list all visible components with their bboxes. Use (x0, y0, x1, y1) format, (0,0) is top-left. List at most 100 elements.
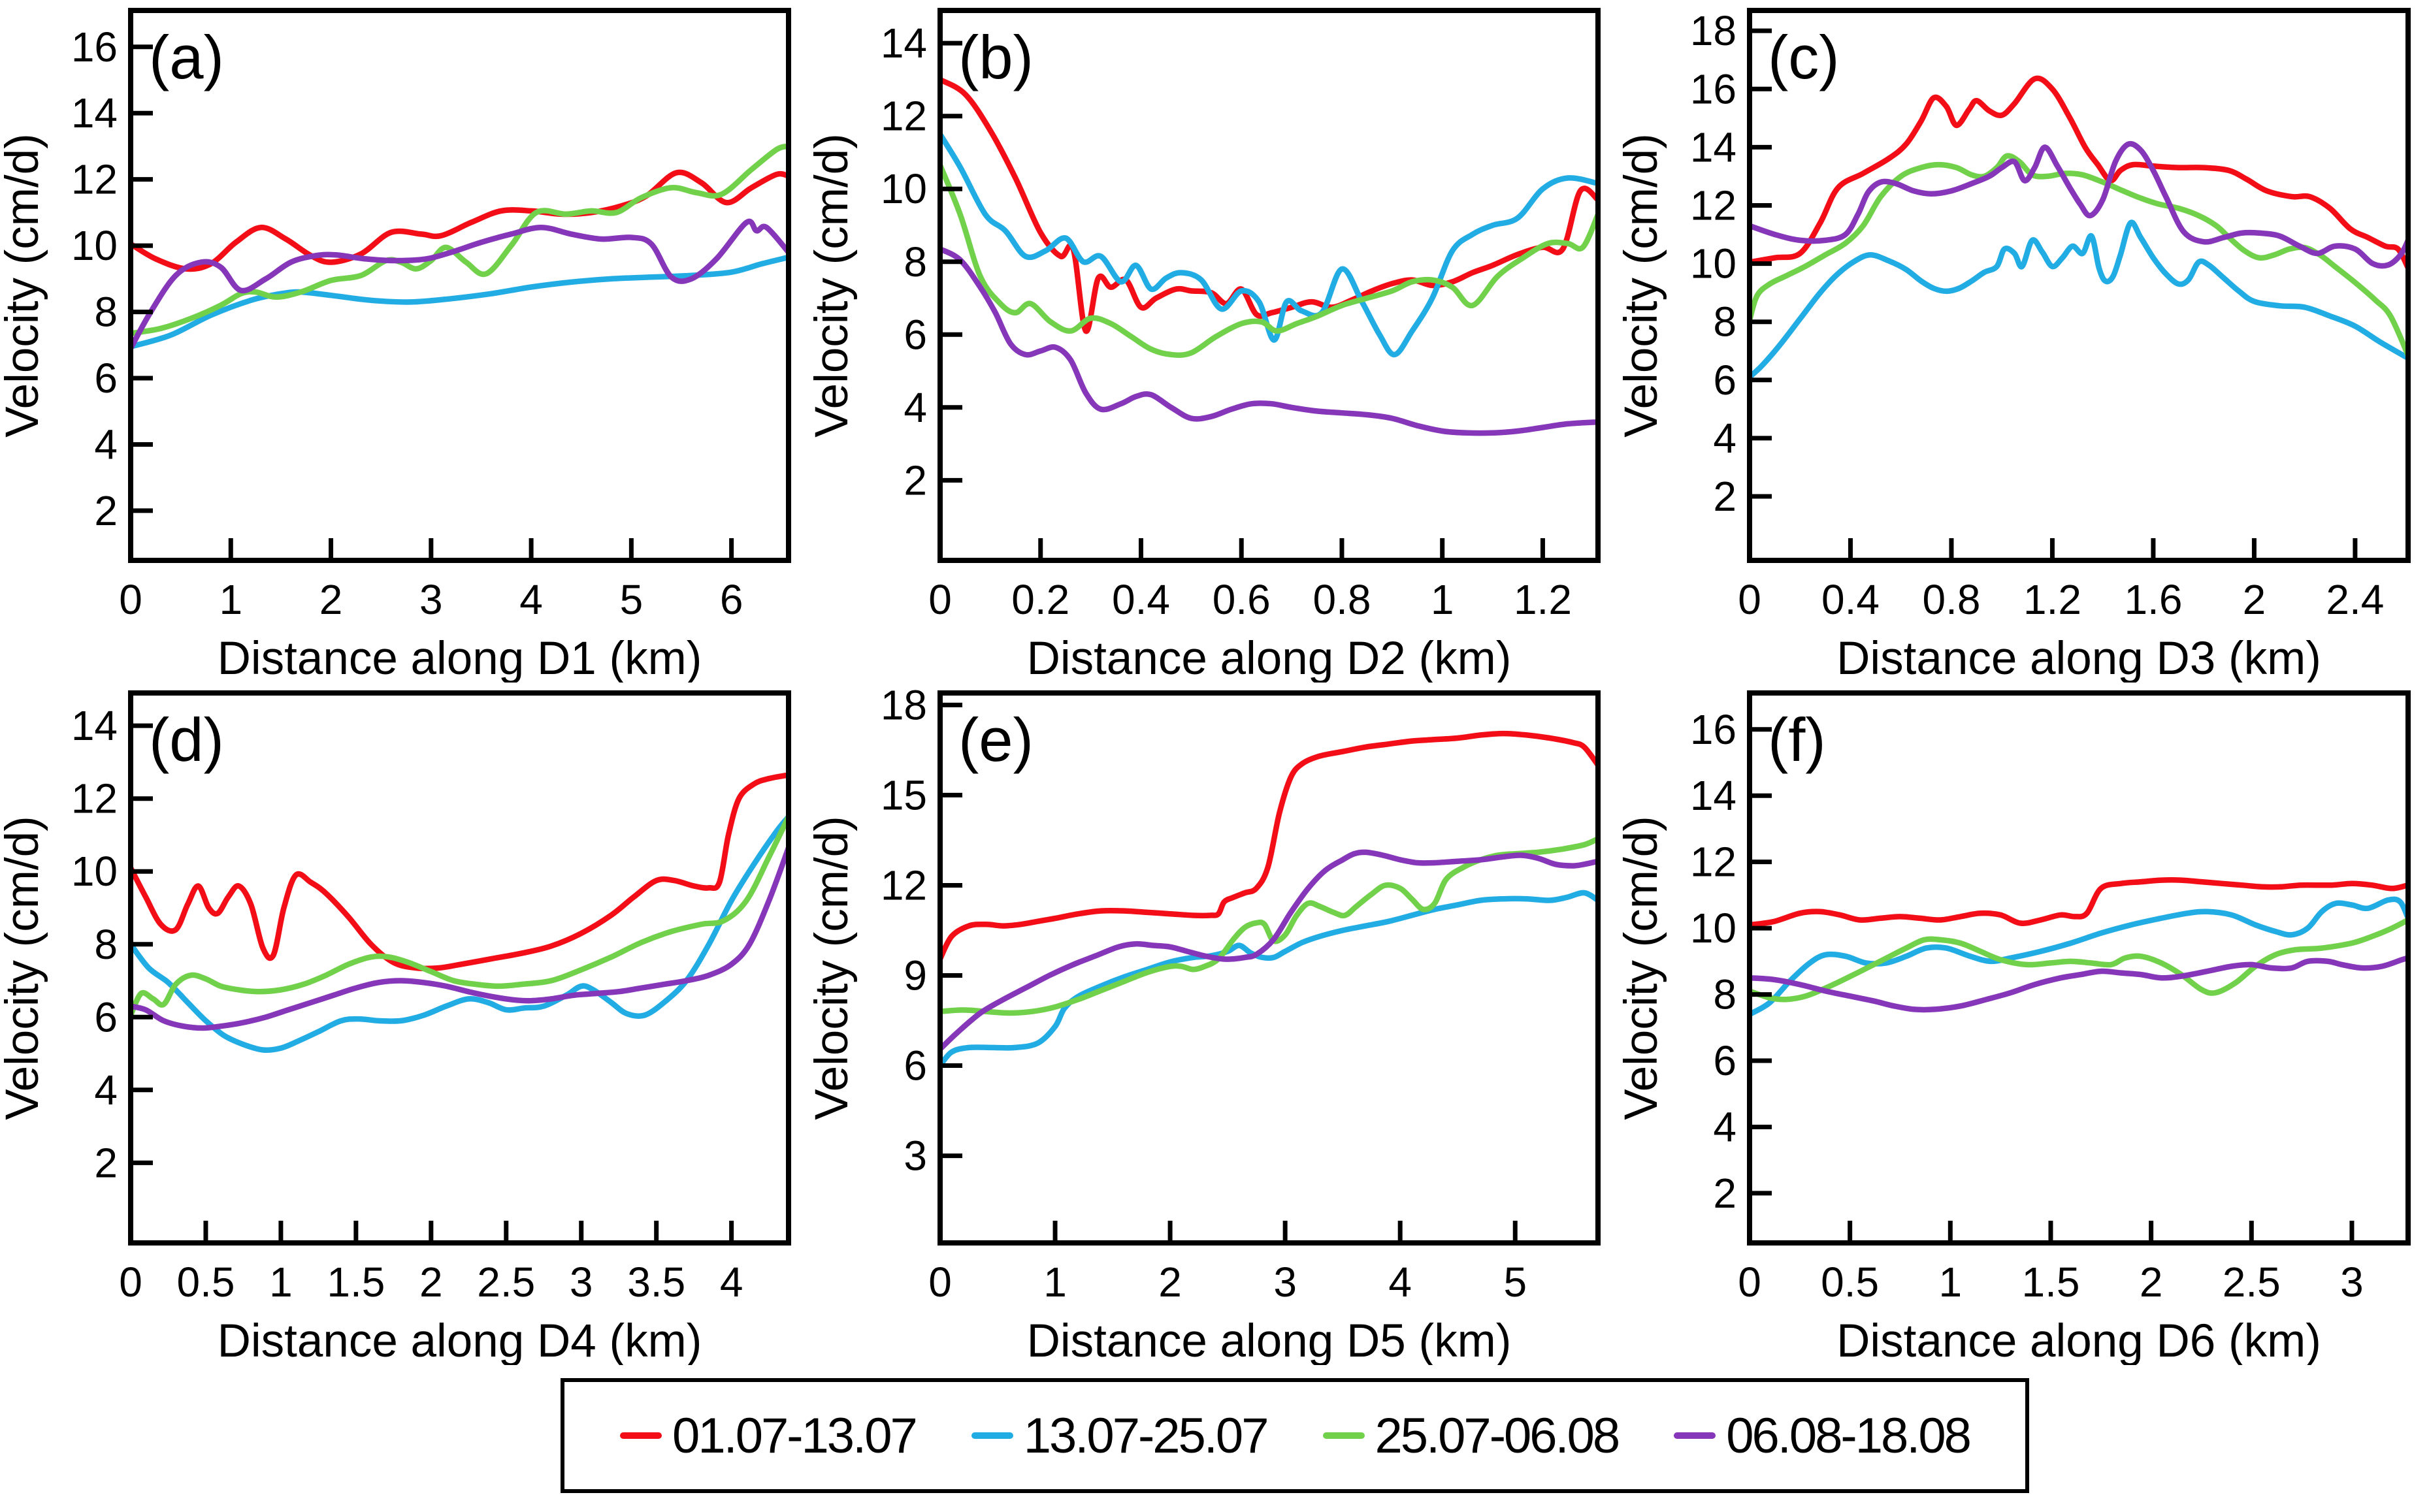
y-axis-label: Velocity (cm/d) (1619, 816, 1667, 1120)
series-line-13.07-25.07 (1750, 896, 2408, 1018)
x-tick-label: 0 (928, 576, 952, 623)
y-tick-label: 2 (1713, 473, 1736, 520)
x-tick-label: 0.2 (1011, 576, 1069, 623)
panel-letter: (a) (149, 23, 224, 91)
y-axis-label: Velocity (cm/d) (809, 816, 858, 1120)
y-axis-label: Velocity (cm/d) (809, 133, 858, 438)
y-tick-label: 2 (94, 1139, 118, 1186)
panel-letter: (c) (1768, 23, 1840, 91)
x-tick-label: 0.5 (176, 1259, 235, 1306)
y-tick-label: 9 (904, 952, 927, 999)
y-tick-label: 6 (904, 1042, 927, 1089)
x-tick-label: 3 (570, 1259, 593, 1306)
x-axis-label: Distance along D5 (km) (1027, 1315, 1512, 1365)
chart-panel-a: 2 4 6 8 10 12 14 16 0 1 2 3 4 5 6 Distance along D1 (km… (0, 0, 809, 683)
y-tick-label: 10 (71, 848, 118, 895)
x-tick-label: 1.5 (327, 1259, 385, 1306)
x-tick-label: 1 (219, 576, 242, 623)
legend-line-swatch (1674, 1432, 1716, 1439)
x-tick-label: 2 (2243, 576, 2266, 623)
chart-panel-b: 2 4 6 8 10 12 14 0 0.2 0.4 0.6 0.8 1 1.2 Distance alon… (809, 0, 1619, 683)
y-tick-label: 8 (94, 289, 118, 336)
y-tick-label: 3 (904, 1133, 927, 1180)
plot-frame (937, 8, 1601, 563)
x-tick-label: 1 (1939, 1259, 1963, 1306)
y-tick-label: 2 (94, 487, 118, 534)
series-line-01.07-13.07 (940, 76, 1598, 334)
plot-frame (1747, 690, 2411, 1246)
x-tick-label: 4 (519, 576, 543, 623)
x-tick-label: 2 (319, 576, 343, 623)
x-tick-label: 1.6 (2124, 576, 2182, 623)
x-tick-label: 6 (720, 576, 743, 623)
legend-item: 25.07-06.08 (1322, 1407, 1621, 1464)
y-axis-label: Velocity (cm/d) (0, 816, 48, 1120)
legend-line-swatch (1322, 1432, 1365, 1439)
y-tick-label: 4 (94, 1067, 118, 1114)
line-chart-d: 2 4 6 8 10 12 14 0 0.5 1 1.5 2 2.5 3 3.5 4 Distance alon… (0, 690, 791, 1365)
x-tick-label: 0.5 (1821, 1259, 1879, 1306)
y-tick-label: 6 (904, 311, 927, 358)
y-tick-label: 12 (1690, 182, 1736, 229)
y-tick-label: 10 (1690, 240, 1736, 287)
line-chart-c: 2 4 6 8 10 12 14 16 18 0 0.4 0.8 1.2 1.6 2 2.4Distance … (1619, 7, 2411, 683)
y-tick-label: 8 (94, 921, 118, 968)
y-axis-label: Velocity (cm/d) (1619, 133, 1667, 438)
x-tick-label: 2 (2140, 1259, 2163, 1306)
series-line-01.07-13.07 (131, 169, 789, 272)
y-tick-label: 8 (1713, 971, 1736, 1018)
y-tick-label: 4 (1713, 415, 1736, 462)
x-axis-label: Distance along D4 (km) (218, 1315, 702, 1365)
x-tick-label: 3 (2340, 1259, 2364, 1306)
y-tick-label: 4 (1713, 1103, 1736, 1150)
y-tick-label: 12 (1690, 839, 1736, 886)
y-tick-label: 14 (1690, 772, 1736, 819)
y-tick-label: 2 (904, 457, 927, 504)
panel-letter: (e) (958, 705, 1034, 774)
x-tick-label: 4 (720, 1259, 743, 1306)
x-tick-label: 0.6 (1213, 576, 1271, 623)
x-tick-label: 1 (1431, 576, 1454, 623)
x-axis-label: Distance along D2 (km) (1027, 633, 1512, 683)
x-tick-label: 0.8 (1922, 576, 1980, 623)
x-tick-label: 0 (928, 1259, 952, 1306)
legend-item: 01.07-13.07 (620, 1407, 918, 1464)
y-tick-label: 10 (71, 222, 118, 269)
y-tick-label: 16 (1690, 706, 1736, 753)
x-tick-label: 0 (119, 576, 142, 623)
y-tick-label: 12 (71, 775, 118, 822)
series-line-06.08-18.08 (131, 218, 789, 351)
y-tick-label: 6 (94, 993, 118, 1040)
y-tick-label: 8 (1713, 298, 1736, 346)
series-line-01.07-13.07 (131, 772, 789, 972)
series-line-25.07-06.08 (1750, 153, 2408, 359)
y-tick-label: 18 (881, 683, 927, 728)
y-tick-label: 6 (94, 355, 118, 402)
panel-letter: (f) (1768, 705, 1826, 774)
series-line-01.07-13.07 (1750, 877, 2408, 928)
x-tick-label: 2.5 (2223, 1259, 2281, 1306)
legend-line-swatch (971, 1432, 1013, 1439)
x-tick-label: 2 (419, 1259, 443, 1306)
legend-label: 13.07-25.07 (1023, 1407, 1269, 1464)
line-chart-f: 2 4 6 8 10 12 14 16 0 0.5 1 1.5 2 2.5 3 Distance along … (1619, 690, 2411, 1365)
chart-panel-c: 2 4 6 8 10 12 14 16 18 0 0.4 0.8 1.2 1.6 2 2.4 Distance … (1619, 0, 2429, 683)
y-tick-label: 15 (881, 771, 927, 818)
series-line-25.07-06.08 (940, 162, 1598, 358)
x-tick-label: 1 (1043, 1259, 1067, 1306)
plot-frame (128, 690, 791, 1246)
y-tick-label: 8 (904, 238, 927, 285)
legend-line-swatch (620, 1432, 662, 1439)
series-line-06.08-18.08 (1750, 955, 2408, 1013)
y-tick-label: 10 (881, 165, 927, 212)
series-line-25.07-06.08 (131, 814, 789, 1018)
series-line-13.07-25.07 (131, 254, 789, 350)
x-tick-label: 1.2 (2023, 576, 2081, 623)
panel-letter: (b) (958, 23, 1034, 91)
series-line-13.07-25.07 (940, 131, 1598, 358)
legend-label: 25.07-06.08 (1375, 1407, 1621, 1464)
